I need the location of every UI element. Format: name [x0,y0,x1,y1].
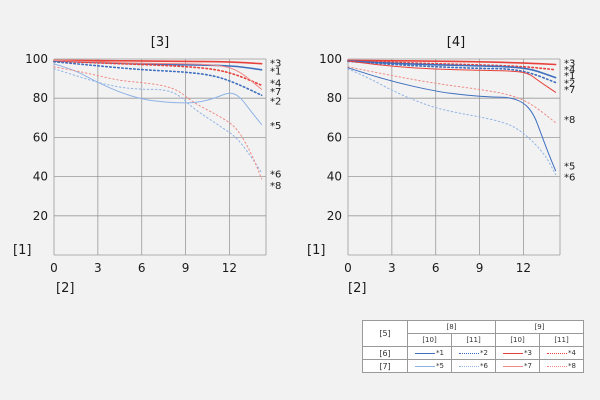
x-tick-label: 0 [344,261,352,275]
series-end-label: *8 [564,115,575,126]
series-end-label: *5 [270,121,281,132]
y-axis-label: [1] [307,243,325,258]
legend-sub-1a: [10] [407,333,452,347]
series-line-s7 [347,60,557,93]
x-tick-label: 9 [182,261,190,275]
series-end-label: *6 [564,172,575,183]
series-line-s4 [53,60,263,87]
legend-entry: *5 [407,359,452,373]
legend-row-1: [6] [362,346,408,360]
legend-swatch [459,365,480,367]
legend-swatch [503,365,524,367]
y-tick-label: 60 [33,130,48,144]
series-end-label: *6 [270,169,281,180]
legend-entry: *1 [407,346,452,360]
series-end-label: *2 [564,79,575,90]
series-line-s2 [347,60,557,84]
y-tick-label: 100 [25,52,48,66]
series-end-label: *7 [270,87,281,98]
y-tick-label: 60 [327,130,342,144]
series-end-label: *8 [270,181,281,192]
x-tick-label: 6 [432,261,440,275]
legend-group-1: [8] [407,320,496,334]
legend-entry: *2 [451,346,496,360]
y-tick-label: 20 [327,209,342,223]
legend-swatch [415,365,436,367]
x-axis-label: [2] [348,281,366,296]
series-line-s3 [53,59,263,65]
series-end-label: *1 [270,67,281,78]
y-tick-label: 40 [33,170,48,184]
legend-sub-2b: [11] [539,333,584,347]
series-line-s1 [347,60,557,79]
series-end-label: *3 [270,59,281,70]
x-tick-label: 3 [94,261,102,275]
y-tick-label: 40 [327,170,342,184]
chart-title: [3] [151,35,169,50]
y-tick-label: 80 [327,91,342,105]
series-end-label: *4 [564,65,575,76]
series-line-s3 [347,59,557,66]
series-line-s7 [53,59,263,90]
x-tick-label: 6 [138,261,146,275]
series-end-label: *5 [564,161,575,172]
legend-entry: *8 [539,359,584,373]
legend-swatch [459,352,480,354]
y-axis-label: [1] [13,243,31,258]
chart-title: [4] [447,35,465,50]
legend-entry-label: *7 [524,362,532,370]
legend-entry-label: *5 [436,362,444,370]
series-line-s6 [347,68,557,176]
series-end-label: *4 [270,79,281,90]
x-tick-label: 9 [476,261,484,275]
legend-corner: [5] [362,320,408,347]
legend-entry-label: *3 [524,349,532,357]
series-line-s2 [53,60,263,97]
legend-entry-label: *4 [568,349,576,357]
y-tick-label: 20 [33,209,48,223]
legend-entry-label: *6 [480,362,488,370]
legend-entry: *6 [451,359,496,373]
legend-swatch [547,365,568,367]
x-tick-label: 3 [388,261,396,275]
x-tick-label: 12 [222,261,237,275]
x-tick-label: 12 [516,261,531,275]
series-end-label: *2 [270,97,281,108]
legend-swatch [415,352,436,354]
legend-table: [5] [8] [9] [10] [11] [10] [11] [6] *1 *… [362,320,584,373]
legend-sub-2a: [10] [495,333,540,347]
series-line-s8 [347,66,557,124]
series-line-s6 [53,68,263,174]
series-line-s5 [53,63,263,125]
legend-entry-label: *2 [480,349,488,357]
y-tick-label: 100 [319,52,342,66]
legend-entry-label: *1 [436,349,444,357]
series-end-label: *1 [564,71,575,82]
legend-sub-1b: [11] [451,333,496,347]
x-tick-label: 0 [50,261,58,275]
series-end-label: *3 [564,59,575,70]
series-end-label: *7 [564,85,575,96]
legend-swatch [547,352,568,354]
legend-swatch [503,352,524,354]
x-axis-label: [2] [56,281,74,296]
series-line-s8 [53,66,263,180]
series-line-s5 [347,67,557,172]
legend-row-2: [7] [362,359,408,373]
legend-entry: *3 [495,346,540,360]
legend-group-2: [9] [495,320,584,334]
y-tick-label: 80 [33,91,48,105]
legend-entry-label: *8 [568,362,576,370]
legend-entry: *7 [495,359,540,373]
legend-entry: *4 [539,346,584,360]
